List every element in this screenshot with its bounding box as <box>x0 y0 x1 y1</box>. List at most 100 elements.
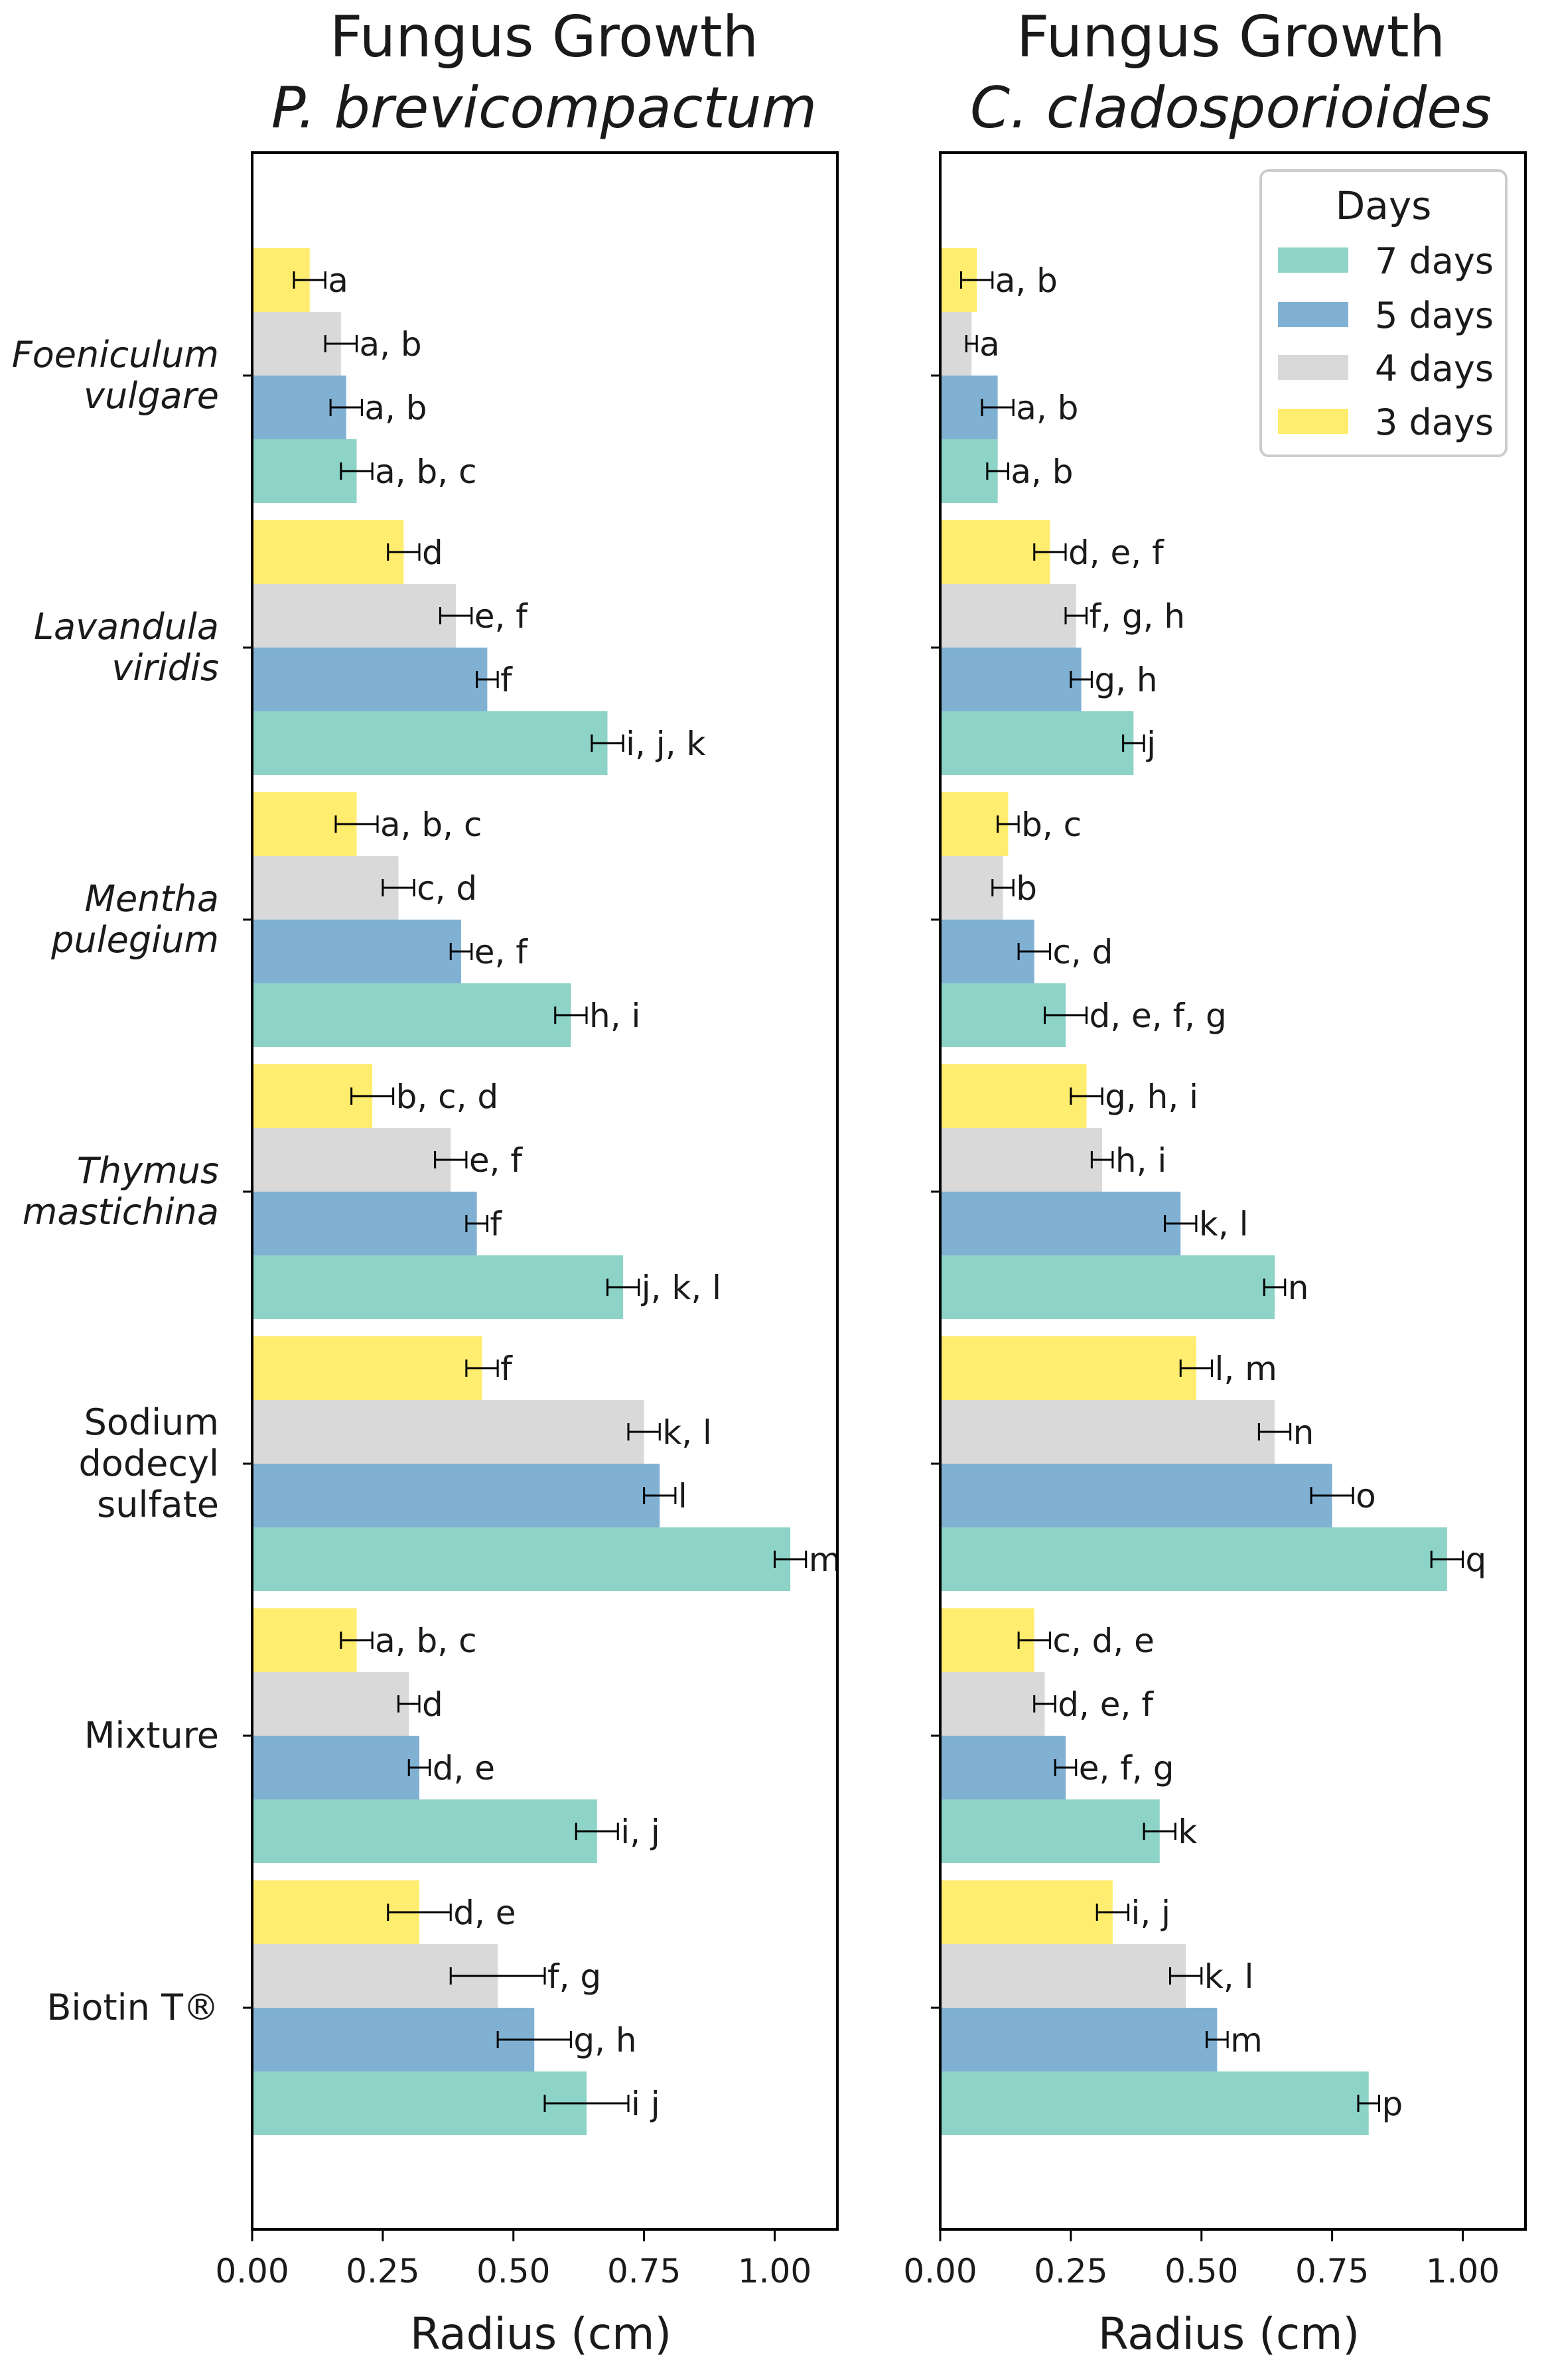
panel1-title-line2: P. brevicompactum <box>271 75 817 141</box>
panel1-cat4-5-days-significance-label: l <box>678 1477 687 1515</box>
panel2-cat4-5-days-significance-label: o <box>1356 1477 1376 1515</box>
panel1-cat0-4-days-error-bar <box>324 335 358 352</box>
panel1-cat5-4-days-significance-label: d <box>422 1685 443 1724</box>
panel1-cat6-5-days-bar <box>252 2008 535 2071</box>
panel1-cat2-7-days-error-bar <box>554 1007 588 1024</box>
panel1-cat2-7-days-significance-label: h, i <box>589 997 640 1035</box>
panel2-cat0-7-days-error-bar <box>986 462 1009 480</box>
panel1-xtick-label-3: 0.75 <box>607 2252 681 2290</box>
panel1-cat6-7-days-significance-label: i j <box>631 2085 660 2123</box>
panel1-cat2-4-days-error-bar <box>382 879 415 896</box>
panel1-cat5-3-days-error-bar <box>340 1632 374 1649</box>
category-label-6-line-0: Biotin T® <box>46 1987 219 2028</box>
panel1-cat1-4-days-error-bar <box>439 607 473 624</box>
panel2-cat5-5-days-bar <box>940 1736 1066 1799</box>
panel2-cat4-7-days-error-bar <box>1430 1551 1464 1568</box>
panel2-xtick-label-3: 0.75 <box>1295 2252 1369 2290</box>
panel2-cat4-3-days-error-bar <box>1179 1360 1213 1377</box>
panel1-cat2-4-days-significance-label: c, d <box>417 869 477 908</box>
panel2-cat2-4-days-significance-label: b <box>1016 869 1037 908</box>
panel2-cat5-5-days-significance-label: e, f, g <box>1079 1749 1174 1787</box>
panel2-cat6-5-days-significance-label: m <box>1230 2021 1263 2060</box>
legend-box <box>1259 169 1508 457</box>
panel1-cat4-4-days-significance-label: k, l <box>662 1413 712 1452</box>
panel2-x-axis: 0.00 0.25 0.50 0.75 1.00 <box>903 2229 1500 2290</box>
panel2-cat3-3-days-bar <box>940 1064 1087 1128</box>
category-label-4-line-0: Sodium <box>84 1401 219 1443</box>
panel2-bars: a, b a a, b a, b d, e, f f, g, h g, h j b, c b c, … <box>940 248 1486 2135</box>
panel2-cat1-5-days-error-bar <box>1070 671 1093 688</box>
panel1-xtick-label-2: 0.50 <box>476 2252 550 2290</box>
panel2-cat6-7-days-significance-label: p <box>1382 2085 1403 2123</box>
panel1-cat3-7-days-significance-label: j, k, l <box>641 1269 721 1307</box>
panel2-cat1-3-days-error-bar <box>1033 543 1067 561</box>
panel1-cat4-4-days-error-bar <box>627 1423 661 1440</box>
legend-title: Days <box>1336 183 1432 228</box>
category-label-1-line-1: viridis <box>111 647 219 689</box>
panel1-cat0-5-days-significance-label: a, b <box>364 389 427 427</box>
category-label-0-line-1: vulgare <box>84 375 219 417</box>
panel1-cat5-4-days-error-bar <box>397 1695 421 1713</box>
panel2-cat5-3-days-error-bar <box>1017 1632 1051 1649</box>
panel2-cat1-3-days-significance-label: d, e, f <box>1068 533 1164 572</box>
panel1-cat6-3-days-significance-label: d, e <box>453 1894 516 1932</box>
panel1-cat5-5-days-significance-label: d, e <box>433 1749 495 1787</box>
panel1-cat5-3-days-bar <box>252 1608 357 1672</box>
panel2-cat2-5-days-significance-label: c, d <box>1052 933 1113 971</box>
panel1-cat1-7-days-bar <box>252 711 608 775</box>
panel2-cat3-7-days-bar <box>940 1255 1275 1319</box>
panel2-cat3-3-days-error-bar <box>1070 1087 1103 1105</box>
panel1-cat4-3-days-error-bar <box>465 1360 499 1377</box>
panel1-cat6-3-days-error-bar <box>387 1904 452 1921</box>
panel1-xtick-label-4: 1.00 <box>738 2252 811 2290</box>
panel2-cat0-3-days-error-bar <box>960 271 994 289</box>
panel2-cat3-7-days-error-bar <box>1263 1279 1287 1296</box>
panel1-cat6-5-days-error-bar <box>496 2031 572 2048</box>
panel1-x-axis: 0.00 0.25 0.50 0.75 1.00 <box>215 2229 811 2290</box>
panel-p-brevicompactum: Fungus Growth P. brevicompactum a a, b a, … <box>12 4 841 2359</box>
panel2-cat6-3-days-bar <box>940 1880 1113 1944</box>
panel1-cat3-4-days-error-bar <box>434 1151 468 1168</box>
category-label-4-line-1: dodecyl <box>79 1442 219 1484</box>
panel2-x-axis-label: Radius (cm) <box>1098 2308 1360 2359</box>
panel1-cat1-3-days-bar <box>252 520 404 584</box>
panel1-cat6-4-days-error-bar <box>449 1967 546 1985</box>
panel2-cat5-7-days-bar <box>940 1799 1160 1863</box>
panel2-xtick-label-4: 1.00 <box>1426 2252 1500 2290</box>
panel1-cat0-4-days-significance-label: a, b <box>360 325 422 364</box>
panel2-cat6-3-days-significance-label: i, j <box>1131 1894 1171 1932</box>
panel2-cat2-4-days-error-bar <box>991 879 1015 896</box>
panel1-cat3-7-days-error-bar <box>606 1279 640 1296</box>
panel2-cat4-7-days-significance-label: q <box>1466 1541 1487 1579</box>
panel2-title-line1: Fungus Growth <box>1017 4 1445 70</box>
panel2-cat1-4-days-significance-label: f, g, h <box>1090 597 1186 636</box>
panel2-cat4-4-days-error-bar <box>1257 1423 1292 1440</box>
panel1-cat2-5-days-error-bar <box>449 943 473 960</box>
panel1-cat5-5-days-error-bar <box>407 1759 431 1776</box>
panel2-cat0-5-days-error-bar <box>981 399 1015 416</box>
panel1-cat4-7-days-bar <box>252 1527 791 1591</box>
category-label-5-line-0: Mixture <box>84 1715 219 1756</box>
panel1-cat0-5-days-error-bar <box>329 399 363 416</box>
legend-swatch-5-days <box>1278 302 1348 327</box>
panel1-cat3-5-days-error-bar <box>465 1215 488 1232</box>
panel2-cat2-3-days-significance-label: b, c <box>1021 805 1082 844</box>
panel1-cat0-7-days-significance-label: a, b, c <box>375 453 476 491</box>
panel1-cat0-7-days-bar <box>252 439 357 503</box>
panel2-cat3-5-days-error-bar <box>1164 1215 1198 1232</box>
panel1-cat3-5-days-bar <box>252 1192 477 1255</box>
panel1-cat4-7-days-significance-label: m <box>809 1541 841 1579</box>
legend-label-3-days: 3 days <box>1375 401 1494 443</box>
panel1-cat0-7-days-error-bar <box>340 462 374 480</box>
panel2-cat5-3-days-significance-label: c, d, e <box>1052 1622 1155 1660</box>
panel1-cat1-4-days-bar <box>252 584 457 648</box>
panel2-cat1-7-days-bar <box>940 711 1134 775</box>
panel2-xtick-label-1: 0.25 <box>1034 2252 1107 2290</box>
panel2-cat0-7-days-significance-label: a, b <box>1011 453 1073 491</box>
panel2-cat4-3-days-bar <box>940 1336 1196 1400</box>
panel2-cat3-5-days-significance-label: k, l <box>1199 1205 1249 1243</box>
panel1-cat3-7-days-bar <box>252 1255 624 1319</box>
panel1-bars: a a, b a, b a, b, c d e, f f i, j, k a, b, c c, d… <box>252 248 841 2135</box>
panel2-cat6-5-days-error-bar <box>1206 2031 1229 2048</box>
panel1-xtick-label-1: 0.25 <box>346 2252 419 2290</box>
